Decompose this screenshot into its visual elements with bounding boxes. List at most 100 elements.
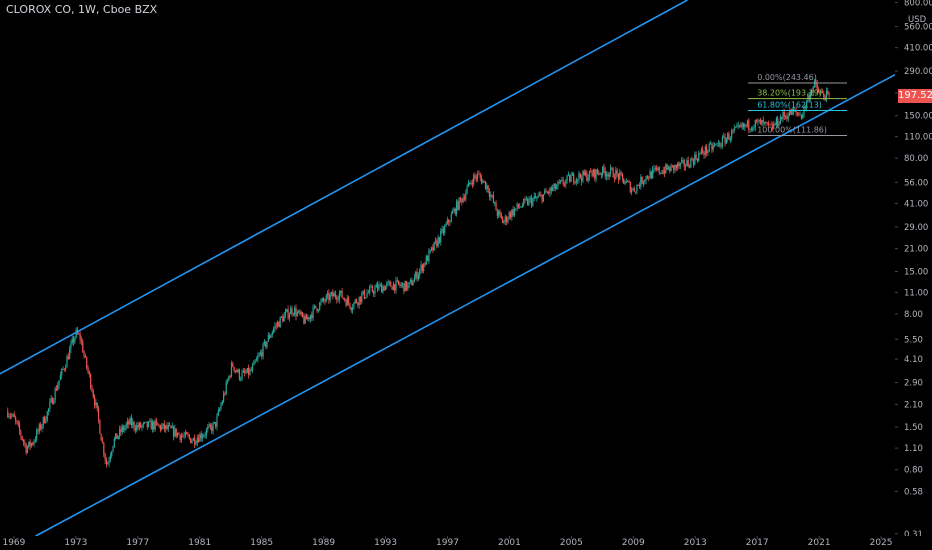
candle-body — [804, 106, 806, 108]
candle-body — [259, 352, 262, 355]
candle-body — [329, 294, 331, 301]
candle-body — [194, 437, 196, 445]
candle-body — [454, 208, 456, 214]
candle-body — [84, 355, 86, 358]
time-tick-label: 2001 — [498, 538, 521, 548]
candle-body — [312, 306, 314, 319]
candle-body — [463, 197, 466, 200]
candle-body — [296, 312, 298, 317]
candle-body — [580, 177, 583, 182]
candle-body — [230, 363, 233, 377]
candle-body — [503, 221, 505, 223]
candle-body — [604, 170, 606, 177]
candle-body — [509, 212, 512, 218]
price-tick-label: 0.80 — [904, 466, 923, 476]
trend-channel[interactable] — [0, 0, 896, 537]
candle-body — [416, 271, 418, 280]
candle-body — [724, 136, 726, 144]
candle-body — [758, 119, 760, 121]
candle-body — [828, 93, 830, 95]
candle-body — [669, 167, 671, 172]
candle-body — [176, 432, 179, 437]
candle-body — [255, 359, 258, 362]
candle-body — [49, 401, 51, 409]
candle-body — [596, 169, 598, 174]
candle-body — [33, 441, 35, 445]
candle-body — [245, 372, 247, 374]
candle-body — [38, 424, 40, 432]
candle-body — [429, 249, 431, 251]
candle-body — [307, 317, 309, 320]
candle-body — [71, 338, 73, 344]
price-tick-label: 150.00 — [904, 112, 932, 122]
candle-body — [716, 143, 718, 145]
time-tick-label: 1981 — [188, 538, 211, 548]
candle-body — [219, 409, 221, 411]
candle-body — [548, 192, 550, 194]
candle-body — [124, 427, 126, 431]
candle-body — [408, 282, 410, 285]
candle-body — [395, 280, 397, 291]
candle-body — [199, 434, 201, 442]
candle-body — [744, 124, 746, 128]
candle-body — [36, 430, 38, 440]
candle-body — [617, 173, 620, 180]
candle-body — [674, 165, 676, 171]
price-tick-label: 410.00 — [904, 44, 932, 54]
candle-body — [384, 285, 387, 291]
candle-body — [524, 199, 526, 200]
candle-body — [441, 228, 443, 231]
candle-body — [105, 459, 108, 465]
candle-body — [390, 282, 392, 287]
candle-body — [715, 144, 717, 145]
price-tick-label: 0.58 — [904, 487, 923, 497]
candle-body — [663, 170, 666, 174]
candle-body — [504, 216, 506, 222]
candle-body — [242, 370, 244, 373]
candle-body — [583, 170, 585, 176]
time-tick-label: 1977 — [126, 538, 149, 548]
candle-body — [733, 127, 735, 131]
time-tick-label: 2013 — [684, 538, 707, 548]
candle-body — [827, 90, 829, 94]
candle-body — [88, 371, 90, 375]
candle-body — [512, 209, 514, 216]
candle-body — [21, 436, 23, 440]
price-tick-label: 110.00 — [904, 133, 932, 143]
time-axis[interactable]: 1969 1973 1977 1981 1985 1989 1993 1997 2001 2005… — [0, 536, 932, 550]
candle-body — [96, 402, 98, 409]
candle-body — [570, 175, 572, 182]
candle-body — [636, 184, 638, 192]
candle-body — [237, 369, 239, 373]
fib-level-label: 38.20%(193.19) — [757, 89, 822, 98]
candle-body — [555, 186, 558, 189]
candle-body — [315, 305, 317, 309]
candle-body — [234, 370, 237, 372]
fibonacci-retracement[interactable]: 0.00%(243.46) 38.20%(193.19) 61.80%(162.13… — [747, 73, 847, 137]
candle-body — [529, 197, 531, 199]
candle-body — [224, 393, 226, 395]
candle-body — [170, 425, 172, 429]
candle-body — [208, 424, 210, 428]
candle-body — [602, 166, 604, 175]
candle-body — [37, 430, 39, 432]
candle-body — [83, 352, 85, 356]
candle-body — [382, 286, 384, 293]
candle-body — [254, 361, 256, 362]
candle-body — [262, 343, 264, 357]
candle-body — [294, 308, 296, 315]
price-axis[interactable]: 0.31 0.58 0.80 1.10 1.50 2.10 2.90 4.10 5.50 8.00… — [895, 0, 932, 550]
candle-body — [45, 420, 47, 423]
candle-body — [678, 163, 680, 167]
candle-body — [681, 160, 683, 163]
candle-body — [155, 420, 158, 423]
candle-body — [101, 440, 104, 443]
candle-body — [373, 291, 375, 294]
candle-body — [753, 127, 755, 129]
candle-body — [276, 322, 279, 326]
candle-body — [513, 209, 516, 216]
candle-body — [624, 183, 626, 184]
candle-body — [283, 314, 285, 322]
candle-body — [769, 124, 771, 126]
